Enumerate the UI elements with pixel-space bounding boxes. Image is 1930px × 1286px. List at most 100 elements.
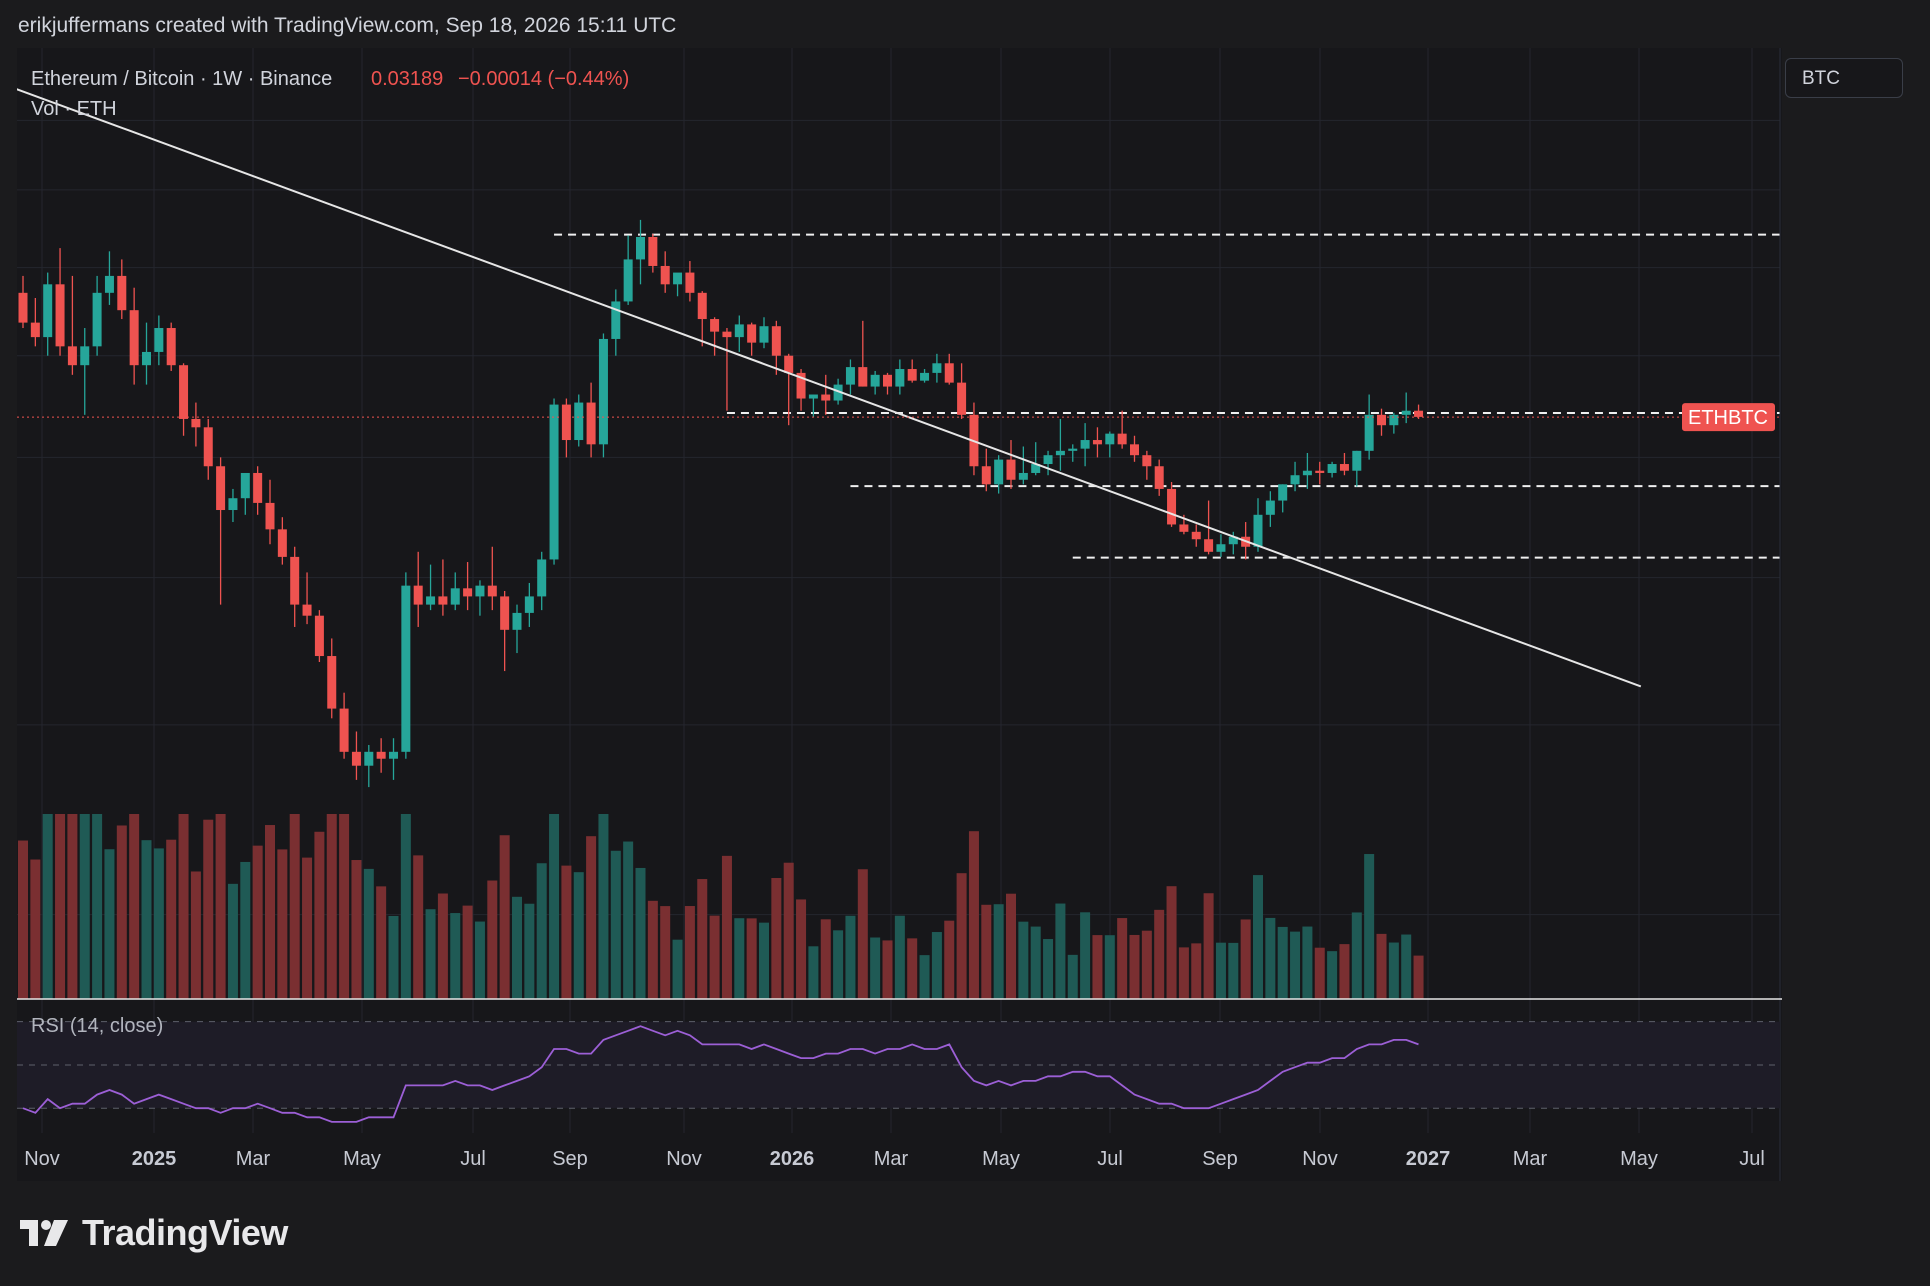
candle-body	[314, 615, 324, 657]
volume-bar	[857, 869, 868, 999]
candle-body	[808, 394, 818, 399]
chart-canvas[interactable]: 0.050000.045000.040000.035000.030000.025…	[17, 48, 1782, 1181]
candle-body	[1018, 472, 1028, 480]
volume-bar	[1290, 931, 1301, 999]
trendline	[17, 88, 1642, 688]
candle-body	[821, 394, 831, 401]
legend-change: −0.00014 (−0.44%)	[458, 68, 629, 90]
horizontal-levels	[554, 233, 1780, 559]
legend-volume: Vol · ETH	[31, 98, 117, 120]
candle-body	[228, 498, 238, 511]
volume-bar	[487, 880, 498, 999]
legend-price: 0.03189	[371, 68, 443, 90]
volume-bar	[326, 814, 337, 999]
candle-body	[389, 751, 398, 759]
volume-bar	[129, 814, 140, 999]
candle-body	[438, 596, 448, 605]
tradingview-brand: TradingView	[82, 1212, 288, 1253]
volume-bar	[55, 814, 66, 999]
volume-bar	[1141, 930, 1152, 999]
time-tick-label: 2027	[1406, 1148, 1451, 1170]
candle-body	[463, 588, 473, 597]
candle-body	[1315, 470, 1325, 473]
volume-bar	[635, 867, 646, 999]
volume-bar	[413, 855, 424, 999]
candle-body	[883, 374, 892, 387]
candle-body	[845, 367, 855, 385]
candle-body	[43, 284, 53, 338]
candle-body	[104, 275, 114, 293]
candle-body	[203, 427, 213, 467]
volume-bar	[512, 896, 522, 999]
candle-body	[636, 236, 645, 260]
volume-bar	[42, 814, 53, 999]
currency-button[interactable]: BTC	[1785, 58, 1903, 98]
volume-bar	[944, 920, 955, 999]
volume-bar	[190, 871, 201, 999]
volume-bar	[153, 848, 164, 999]
candle-body	[858, 367, 868, 387]
candle-body	[166, 328, 176, 366]
volume-bar	[894, 915, 905, 999]
volume-bar	[1240, 919, 1251, 999]
candle-body	[1204, 539, 1214, 552]
time-axis: Nov 2025 Mar May Jul Sep Nov 2026 Mar May Jul Sep No…	[24, 1148, 1765, 1170]
candle-body	[561, 404, 571, 441]
candle-body	[364, 751, 374, 766]
candle-body	[376, 751, 386, 759]
candle-body	[537, 559, 547, 597]
candle-body	[586, 402, 596, 445]
candle-body	[117, 275, 127, 311]
time-tick-label: Nov	[666, 1148, 702, 1170]
symbol-tag-box	[1682, 403, 1775, 432]
volume-bar	[30, 859, 41, 999]
candle-body	[1179, 524, 1189, 532]
volume-bar	[462, 905, 473, 999]
candle-body	[142, 351, 151, 366]
candle-body	[1117, 433, 1127, 445]
candle-body	[290, 556, 300, 605]
candle-body	[1327, 464, 1337, 473]
candle-body	[1377, 414, 1386, 426]
candle-body	[524, 596, 534, 613]
candle-body	[697, 292, 707, 320]
volume-bar	[1043, 939, 1054, 999]
candle-body	[1105, 433, 1115, 445]
legend-symbol: Ethereum / Bitcoin · 1W · Binance	[31, 68, 332, 90]
time-tick-label: Mar	[236, 1148, 271, 1170]
volume-bar	[931, 932, 942, 999]
volume-bar	[549, 814, 560, 999]
volume-bar	[623, 841, 634, 999]
candle-body	[685, 272, 695, 293]
time-tick-label: Nov	[24, 1148, 60, 1170]
volume-bar	[116, 825, 127, 999]
volume-bar	[672, 939, 683, 999]
candle-body	[734, 324, 744, 338]
volume-bar	[1166, 886, 1177, 999]
candle-body	[1216, 544, 1226, 552]
candle-body	[1290, 475, 1300, 485]
volume-bar	[376, 886, 387, 999]
volume-bar	[240, 861, 251, 999]
candle-body	[92, 292, 102, 347]
volume-bar	[339, 814, 350, 999]
candle-body	[55, 284, 65, 347]
volume-bar	[660, 906, 671, 999]
volume-bar	[833, 930, 844, 999]
volume-bar	[771, 878, 782, 999]
last-price-tag: ETHBTC0.031892d 9h	[1682, 403, 1775, 432]
candle-body	[623, 259, 633, 302]
candle-body	[907, 369, 917, 381]
candle-body	[1068, 448, 1078, 451]
candle-body	[747, 324, 757, 343]
tradingview-logo[interactable]: TradingView	[20, 1212, 288, 1254]
candle-body	[426, 596, 436, 605]
volume-bar	[437, 893, 448, 999]
volume-bar	[1364, 854, 1375, 999]
candle-body	[351, 751, 361, 766]
volume-bar	[1129, 934, 1140, 999]
volume-bar	[1117, 918, 1128, 999]
volume-bar	[734, 918, 745, 999]
candle-body	[1265, 500, 1275, 515]
candle-body	[277, 529, 287, 557]
